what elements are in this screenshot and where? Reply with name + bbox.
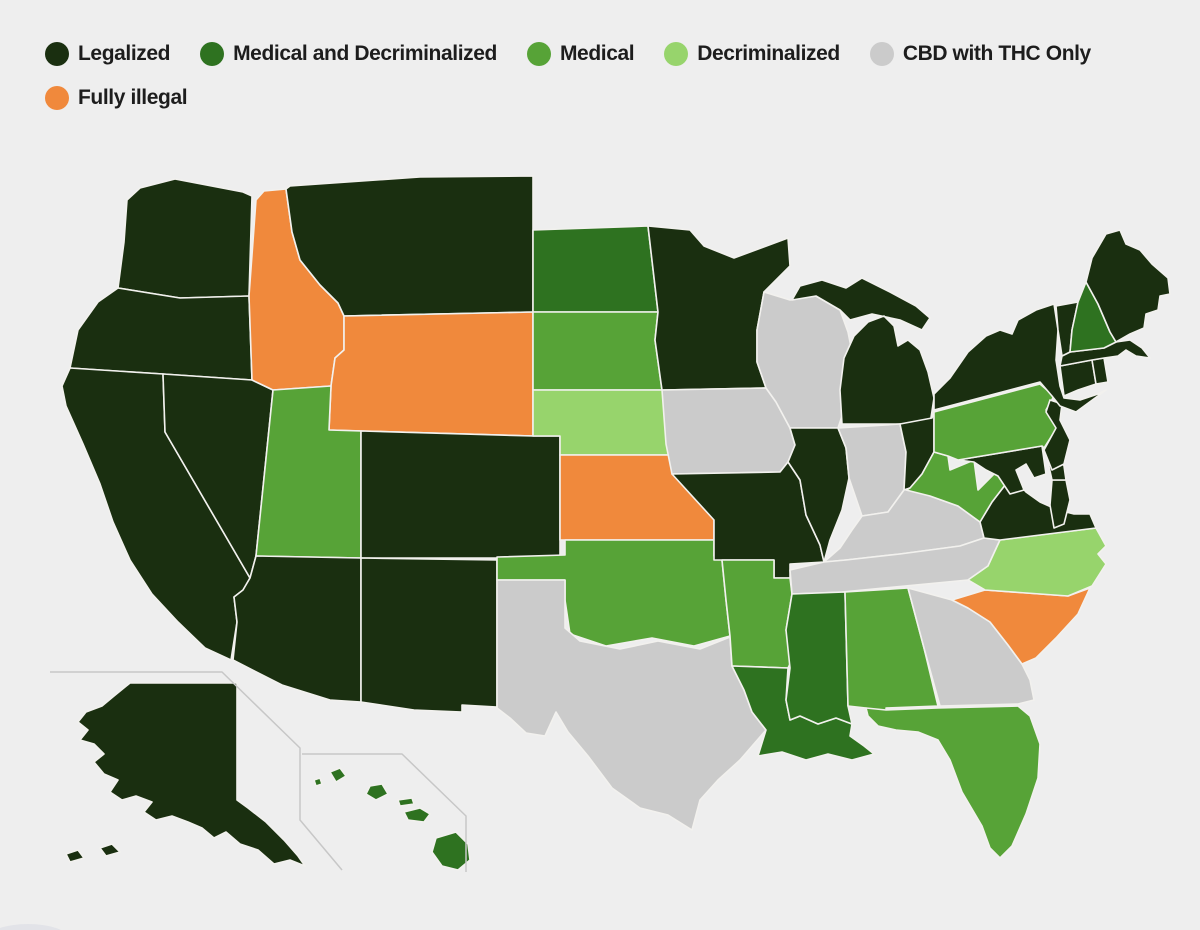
legend-item-medical_decriminalized: Medical and Decriminalized [200,42,497,66]
state-TX[interactable]: Texas [496,579,767,831]
legend-label: Decriminalized [697,42,840,65]
state-NC[interactable]: North Carolina [967,527,1107,597]
legend-swatch-fully_illegal [45,86,69,110]
legend-item-fully_illegal: Fully illegal [45,86,188,110]
state-WA[interactable]: Washington [117,178,253,299]
legend-item-legalized: Legalized [45,42,170,66]
legend-swatch-medical_decriminalized [200,42,225,66]
legend-label: Legalized [78,42,171,65]
state-WY[interactable]: Wyoming [328,311,534,437]
states-layer: WashingtonOregonCaliforniaNevadaIdahoMon… [61,175,1171,871]
state-MT[interactable]: Montana [285,175,534,317]
state-HI[interactable]: Hawaii [313,767,471,871]
legend-swatch-decriminalized [664,42,689,66]
legend-label: CBD with THC Only [902,42,1091,65]
watermark-bubble [0,924,61,930]
legend-label: Fully illegal [78,86,188,109]
state-ND[interactable]: North Dakota [532,225,659,313]
state-WV[interactable]: West Virginia [905,451,1013,523]
state-NJ[interactable]: New Jersey [1043,399,1071,471]
legend-item-medical: Medical [526,42,635,66]
hawaii-inset-divider [302,753,467,872]
state-TN[interactable]: Tennessee [789,537,1001,595]
legend: Legalized Medical and Decriminalized Medic… [0,0,1200,110]
state-MI[interactable]: Michigan [791,277,935,425]
state-AZ[interactable]: Arizona [232,555,362,703]
state-NY[interactable]: New York [933,303,1107,413]
legend-swatch-legalized [45,42,69,66]
legend-swatch-cbd_thc_only [869,42,894,66]
legend-item-cbd_thc_only: CBD with THC Only [869,42,1091,66]
state-MS[interactable]: Mississippi [785,591,853,725]
legend-item-decriminalized: Decriminalized [664,42,840,66]
state-FL[interactable]: Florida [865,705,1041,859]
legend-swatch-medical [526,42,551,66]
state-OR[interactable]: Oregon [69,287,253,381]
state-NM[interactable]: New Mexico [360,557,498,713]
state-AK[interactable]: Alaska [65,682,306,867]
alaska-inset-divider [50,671,343,871]
state-ME[interactable]: Maine [1085,229,1171,343]
state-CO[interactable]: Colorado [360,430,561,559]
legend-label: Medical and Decriminalized [233,42,497,65]
legend-label: Medical [559,42,635,65]
state-SD[interactable]: South Dakota [532,311,663,391]
